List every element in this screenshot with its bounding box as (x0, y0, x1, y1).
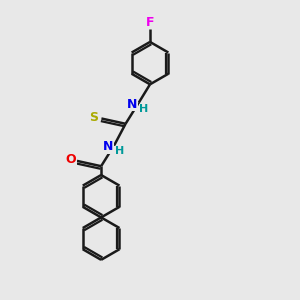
Text: O: O (66, 153, 76, 166)
Text: H: H (115, 146, 124, 157)
Text: S: S (90, 110, 99, 124)
Text: N: N (103, 140, 113, 153)
Text: F: F (146, 16, 154, 29)
Text: H: H (140, 104, 149, 114)
Text: N: N (127, 98, 137, 111)
